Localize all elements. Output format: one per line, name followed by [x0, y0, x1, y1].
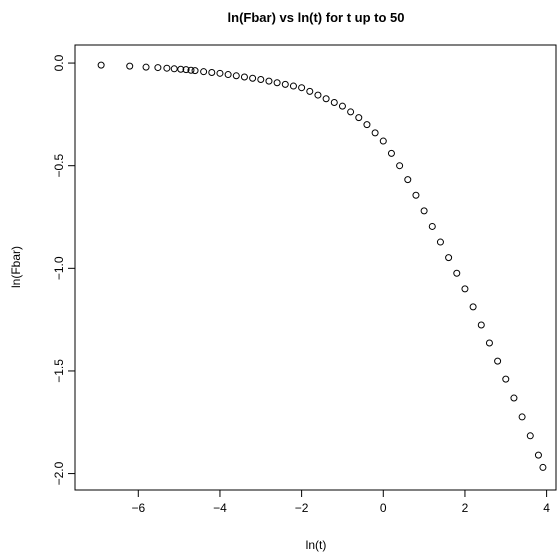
point: [404, 176, 412, 184]
point: [355, 114, 363, 122]
point: [494, 357, 502, 365]
point: [289, 82, 297, 90]
point: [265, 77, 273, 85]
point: [363, 121, 371, 129]
point: [322, 95, 330, 103]
point: [314, 91, 322, 99]
point: [191, 67, 199, 75]
y-tick-label: 0.0: [52, 54, 66, 71]
point: [371, 129, 379, 137]
point: [445, 254, 453, 262]
point: [485, 339, 493, 347]
point: [347, 108, 355, 116]
point: [436, 238, 444, 246]
y-tick-label: −1.5: [52, 359, 66, 383]
point: [170, 65, 178, 73]
x-axis-label: ln(t): [306, 538, 327, 552]
x-tick-label: −2: [295, 501, 309, 515]
point: [379, 137, 387, 145]
point: [461, 285, 469, 293]
point: [281, 80, 289, 88]
point: [539, 463, 547, 471]
point: [502, 375, 510, 383]
plot-box: [74, 44, 557, 491]
point: [142, 63, 150, 71]
point: [97, 61, 105, 69]
y-axis-label: ln(Fbar): [9, 246, 23, 288]
point: [428, 222, 436, 230]
point: [182, 66, 190, 74]
x-tick-label: −6: [131, 501, 145, 515]
point: [412, 191, 420, 199]
x-tick-label: 0: [380, 501, 387, 515]
point: [249, 74, 257, 82]
y-tick-label: −0.5: [52, 154, 66, 178]
point: [330, 98, 338, 106]
point: [306, 87, 314, 95]
y-tick-label: −1.0: [52, 256, 66, 280]
point: [224, 71, 232, 79]
point: [420, 207, 428, 215]
point: [154, 64, 162, 72]
point: [240, 73, 248, 81]
x-tick-label: 2: [462, 501, 469, 515]
point: [273, 79, 281, 87]
point: [518, 413, 526, 421]
point: [187, 66, 195, 74]
y-tick-label: −2.0: [52, 461, 66, 485]
point: [163, 64, 171, 72]
point: [177, 65, 185, 73]
point: [338, 102, 346, 110]
point: [453, 269, 461, 277]
point: [200, 68, 208, 76]
point: [208, 69, 216, 77]
point: [526, 432, 534, 440]
point: [387, 149, 395, 157]
point: [257, 75, 265, 83]
x-tick-label: 4: [543, 501, 550, 515]
point: [477, 321, 485, 329]
point: [298, 84, 306, 92]
point: [126, 62, 134, 70]
point: [534, 451, 542, 459]
x-tick-label: −4: [213, 501, 227, 515]
point: [396, 162, 404, 170]
point: [510, 394, 518, 402]
point: [469, 303, 477, 311]
point: [216, 69, 224, 77]
point: [232, 72, 240, 80]
chart-title: ln(Fbar) vs ln(t) for t up to 50: [228, 10, 405, 25]
